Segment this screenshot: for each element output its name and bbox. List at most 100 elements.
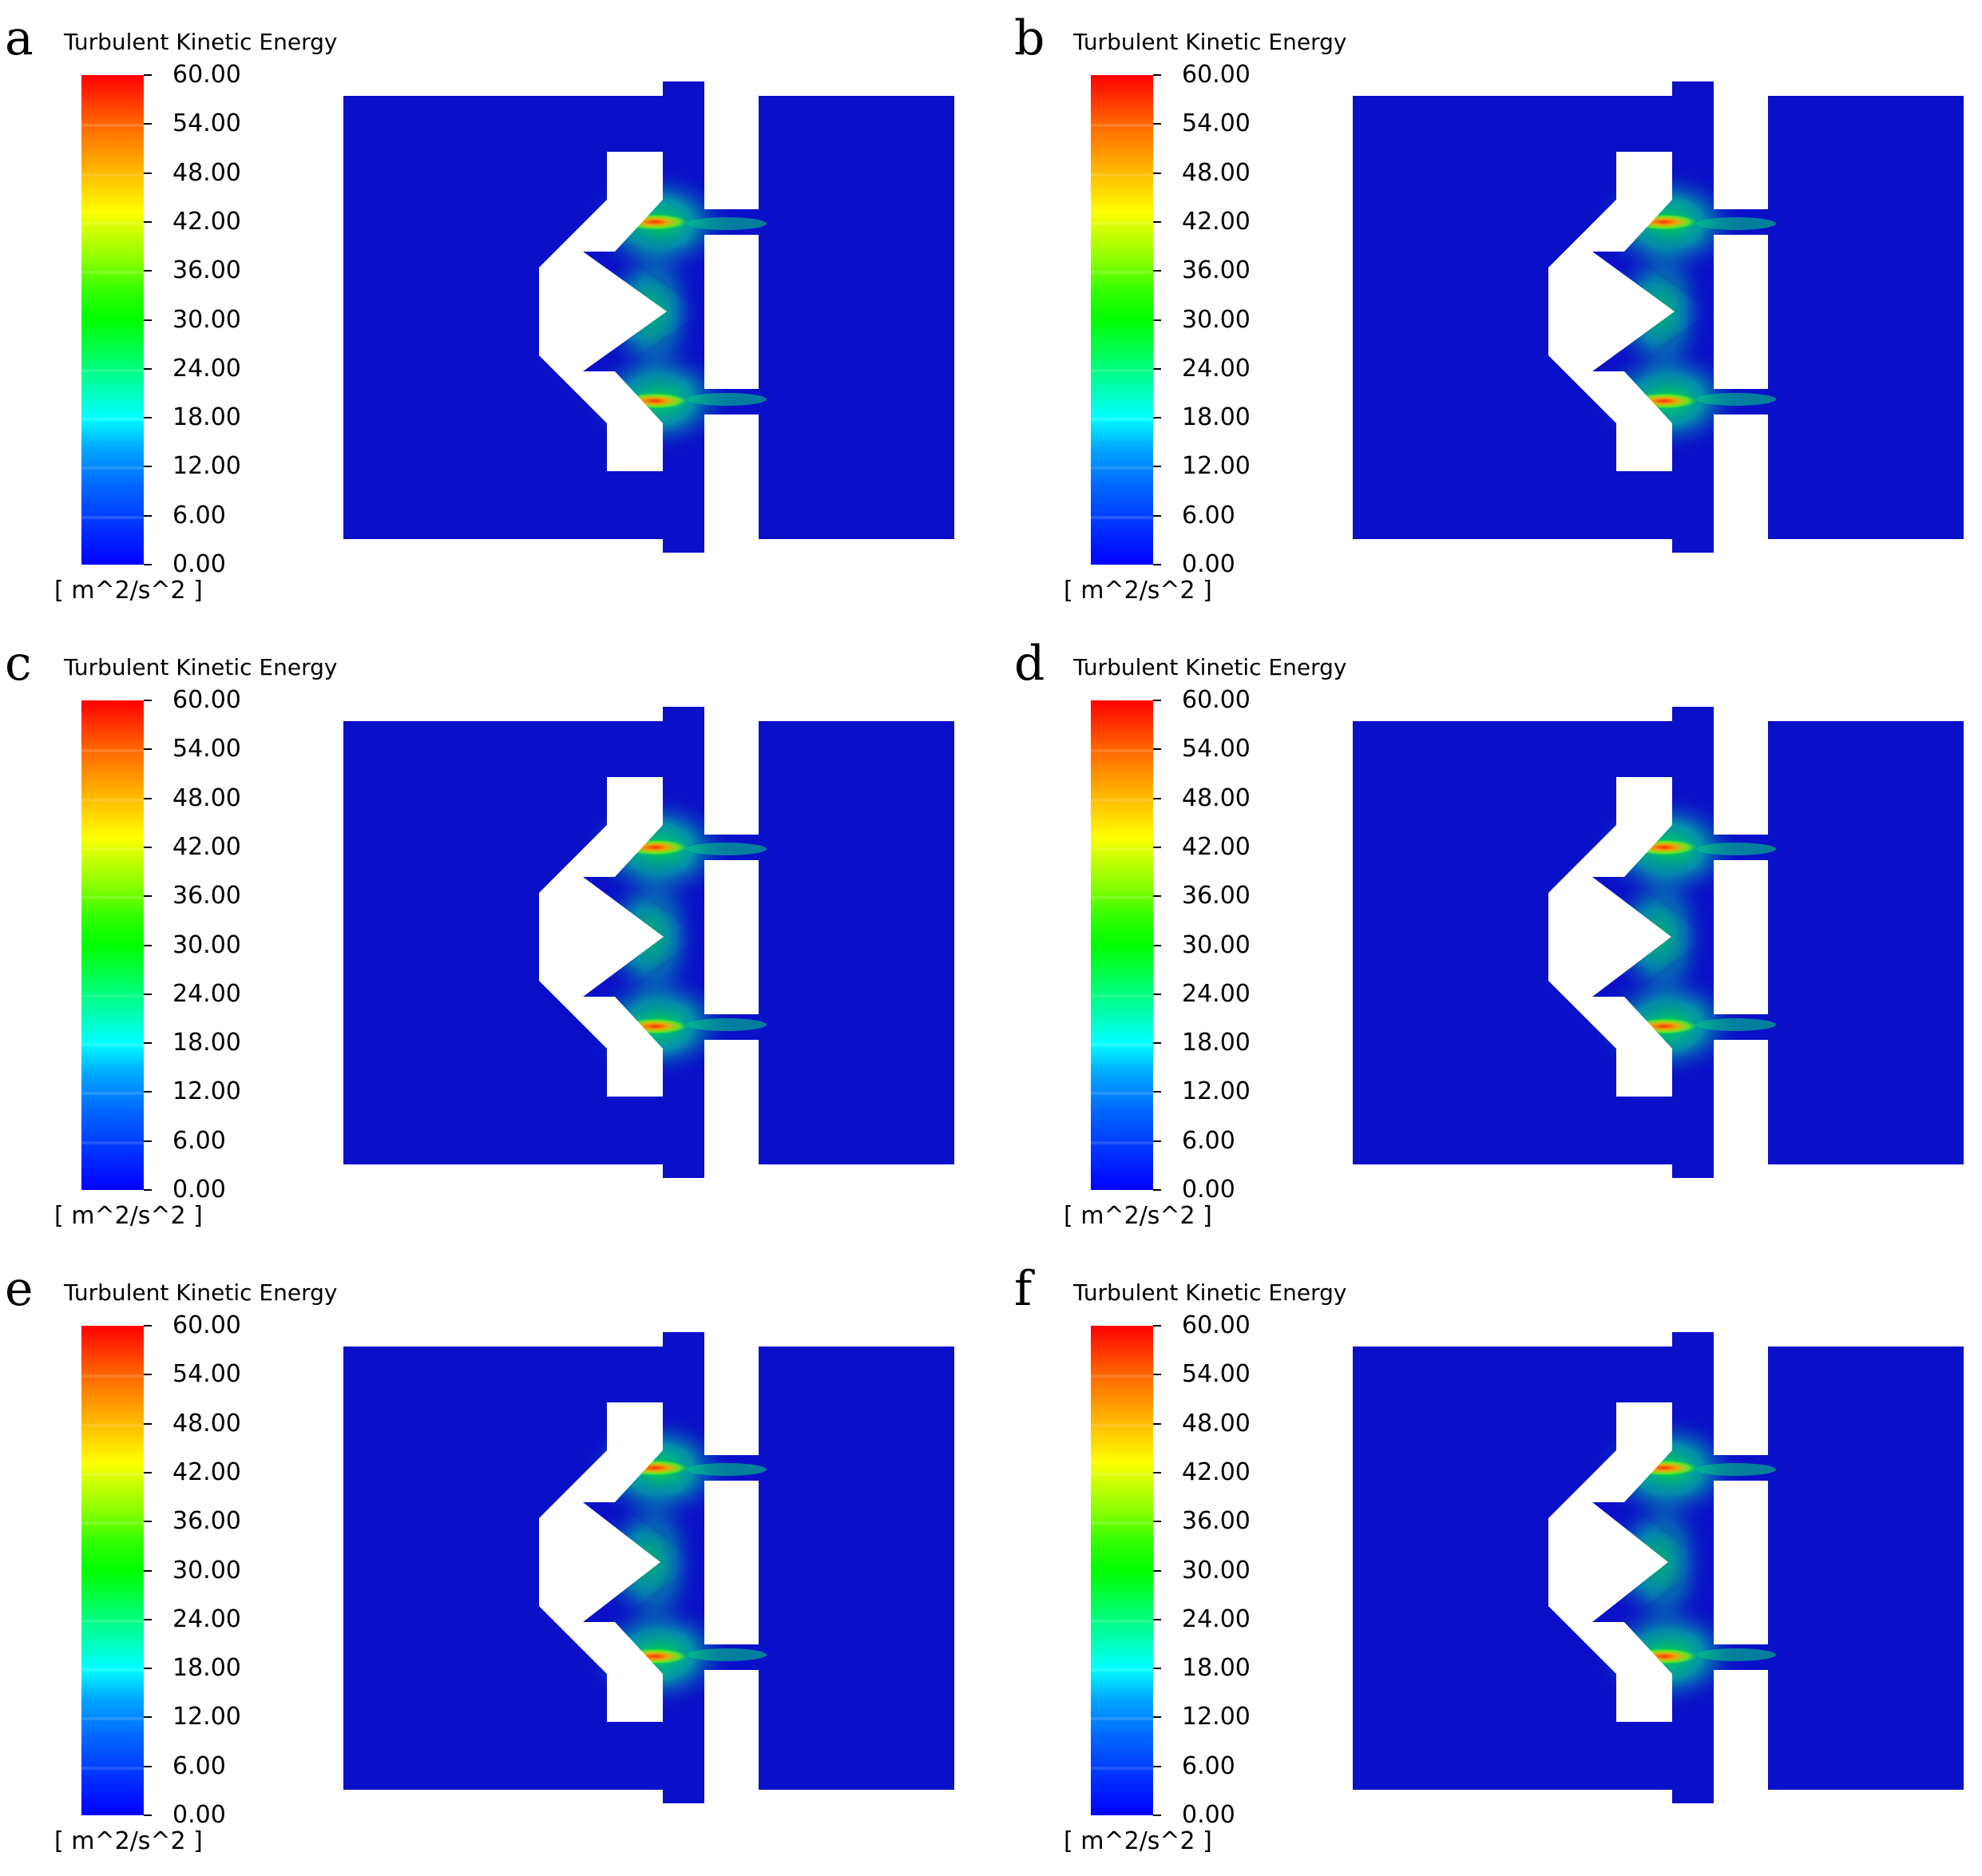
colorbar-tick-mark (144, 1140, 152, 1142)
valve-poppet-solid (539, 777, 664, 1097)
middle-seat-solid (704, 1481, 759, 1644)
colorbar (1091, 1326, 1153, 1815)
valve-poppet-solid (1548, 777, 1672, 1097)
colorbar-tick-mark (1153, 1521, 1161, 1523)
legend-title: Turbulent Kinetic Energy (1073, 29, 1347, 55)
colorbar-tick-label: 24.00 (172, 354, 241, 383)
colorbar-tick-mark (1153, 1091, 1161, 1093)
upper-seat-solid (704, 1323, 759, 1455)
colorbar-band (1091, 749, 1153, 753)
colorbar-tick-label: 54.00 (1182, 735, 1251, 763)
downstream-fluid-region (759, 1347, 954, 1790)
colorbar-band (81, 1423, 144, 1427)
upper-jet (687, 1463, 767, 1476)
colorbar-tick-mark (144, 748, 152, 751)
lower-jet (687, 1648, 767, 1661)
colorbar-band (81, 1140, 144, 1144)
colorbar-band (1091, 515, 1153, 519)
colorbar-tick-mark (1153, 172, 1161, 174)
colorbar-tick-label: 0.00 (1182, 1176, 1235, 1204)
colorbar-tick-label: 6.00 (1182, 1126, 1235, 1155)
upper-seat-solid (704, 72, 759, 209)
colorbar-tick-label: 36.00 (1182, 256, 1251, 285)
colorbar-tick-label: 42.00 (1182, 832, 1251, 861)
colorbar-tick-label: 36.00 (172, 256, 241, 285)
colorbar-tick-mark (144, 172, 152, 174)
colorbar-tick-mark (1153, 1765, 1161, 1767)
colorbar-tick-mark (144, 1668, 152, 1670)
legend-title: Turbulent Kinetic Energy (1073, 1279, 1347, 1306)
colorbar-tick-mark (1153, 74, 1161, 76)
colorbar-tick-label: 54.00 (1182, 1360, 1251, 1389)
colorbar-tick-mark (144, 270, 152, 272)
colorbar-units: [ m^2/s^2 ] (54, 1827, 203, 1855)
colorbar-tick-label: 24.00 (1182, 354, 1251, 383)
panel-b: b Turbulent Kinetic Energy 60.00 54.00 48.00… (1009, 0, 1982, 625)
colorbar-tick-label: 6.00 (172, 1751, 226, 1780)
colorbar-units: [ m^2/s^2 ] (54, 1202, 203, 1230)
colorbar-tick-mark (1153, 895, 1161, 898)
legend-title: Turbulent Kinetic Energy (64, 29, 338, 55)
colorbar-band (1091, 418, 1153, 422)
colorbar-tick-mark (144, 1189, 152, 1191)
colorbar-tick-label: 6.00 (1182, 1751, 1235, 1780)
colorbar-tick-mark (144, 700, 152, 701)
colorbar-tick-mark (144, 1471, 152, 1473)
colorbar-tick-label: 6.00 (1182, 501, 1235, 529)
colorbar-band (1091, 1717, 1153, 1721)
colorbar-tick-label: 48.00 (1182, 158, 1251, 187)
colorbar-band (81, 221, 144, 225)
colorbar-tick-label: 0.00 (172, 1801, 226, 1829)
colorbar-band (1091, 1521, 1153, 1525)
colorbar-band (81, 368, 144, 372)
colorbar-band (81, 515, 144, 519)
lower-seat-solid (704, 1670, 759, 1810)
colorbar-tick-mark (144, 514, 152, 517)
colorbar (81, 700, 144, 1190)
lower-jet (1696, 1648, 1776, 1661)
panel-letter: d (1014, 636, 1045, 692)
colorbar-tick-label: 60.00 (172, 686, 241, 714)
upper-jet (687, 843, 767, 855)
colorbar-tick-label: 54.00 (172, 735, 241, 763)
panel-letter: b (1014, 10, 1045, 66)
colorbar (81, 1326, 144, 1815)
colorbar-band (81, 1092, 144, 1096)
upper-jet (1696, 217, 1776, 230)
colorbar-band (81, 798, 144, 802)
colorbar-tick-label: 36.00 (172, 1507, 241, 1536)
colorbar-tick-label: 30.00 (172, 1556, 241, 1584)
colorbar-tick-mark (1153, 319, 1161, 321)
colorbar-band (1091, 1668, 1153, 1672)
colorbar-band (81, 271, 144, 275)
legend-title: Turbulent Kinetic Energy (1073, 654, 1347, 680)
colorbar-tick-mark (144, 367, 152, 370)
colorbar-tick-label: 0.00 (172, 550, 226, 578)
colorbar-tick-label: 12.00 (1182, 1703, 1251, 1731)
colorbar-units: [ m^2/s^2 ] (54, 577, 203, 605)
colorbar-tick-label: 18.00 (172, 403, 241, 432)
colorbar-tick-label: 24.00 (172, 979, 241, 1008)
colorbar-tick-label: 48.00 (172, 783, 241, 812)
colorbar-tick-mark (144, 1422, 152, 1425)
colorbar-band (81, 1521, 144, 1525)
v-notch-flow (583, 1502, 696, 1622)
upper-seat-solid (1714, 1323, 1768, 1455)
valve-poppet-solid (539, 152, 667, 471)
lower-seat-solid (1714, 1670, 1768, 1810)
panel-c: c Turbulent Kinetic Energy 60.00 54.00 48.00… (0, 625, 991, 1251)
lower-jet (687, 393, 767, 406)
panel-letter: f (1014, 1261, 1033, 1317)
lower-seat-solid (1714, 414, 1768, 559)
colorbar-band (1091, 173, 1153, 176)
colorbar-tick-mark (144, 74, 152, 76)
panel-e: e Turbulent Kinetic Energy 60.00 54.00 48.00… (0, 1251, 991, 1876)
colorbar-tick-mark (1153, 748, 1161, 751)
colorbar-tick-mark (144, 466, 152, 468)
contour-plot (343, 72, 954, 559)
colorbar (1091, 75, 1153, 565)
colorbar-tick-label: 48.00 (1182, 783, 1251, 812)
colorbar-tick-label: 18.00 (1182, 1029, 1251, 1057)
colorbar-tick-label: 54.00 (172, 1360, 241, 1389)
colorbar-band (81, 1619, 144, 1623)
